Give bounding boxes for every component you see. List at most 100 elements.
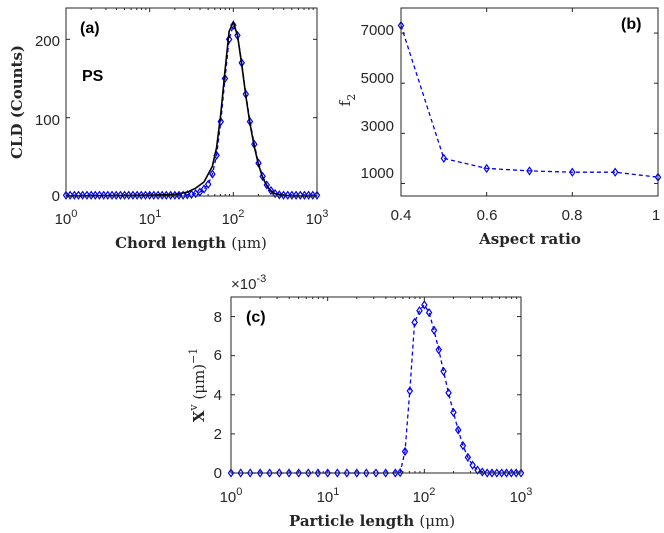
panel-c-point-24 — [425, 307, 433, 318]
panel-c-point-31 — [459, 440, 467, 451]
panel-a-point-1 — [66, 190, 74, 200]
panel-b-ticks — [400, 8, 659, 196]
panel-c-exponent: ×10-3 — [231, 273, 266, 293]
panel-a-point-14 — [121, 190, 128, 200]
panel-c-ytick-2: 2 — [214, 426, 222, 443]
panel-c-ytick-4: 4 — [214, 387, 222, 404]
panel-a-xlabel: Chord length (μm) — [115, 234, 267, 252]
panel-a-marks — [62, 19, 321, 200]
panel-c-point-30 — [454, 425, 462, 435]
panel-c-point-12 — [343, 468, 351, 478]
panel-c-label: (c) — [246, 309, 266, 326]
panel-a-point-37 — [217, 116, 225, 127]
panel-a-point-59 — [309, 190, 317, 200]
panel-b-point-4 — [569, 167, 576, 177]
panel-c-point-36 — [483, 468, 491, 478]
panel-c-point-0 — [227, 468, 235, 478]
panel-b-xtick-0.8: 0.8 — [562, 207, 583, 224]
panel-c-point-22 — [416, 306, 423, 316]
panel-a-point-35 — [209, 169, 216, 179]
panel-c-xlabel: Particle length (μm) — [289, 512, 455, 530]
panel-b-frame — [400, 7, 659, 197]
panel-c-point-42 — [512, 468, 520, 478]
panel-a-ytick-0: 0 — [52, 188, 60, 205]
panel-a-series-line — [66, 23, 317, 196]
panel-c-point-37 — [488, 468, 496, 478]
panel-c-ytick-6: 6 — [214, 347, 222, 364]
panel-b-marks — [397, 20, 662, 182]
panel-a-point-0 — [62, 190, 70, 200]
panel-a-point-54 — [288, 190, 296, 200]
panel-a-point-19 — [142, 190, 149, 200]
panel-a-point-39 — [225, 34, 233, 44]
panel-a-point-58 — [305, 190, 312, 200]
panel-a-point-15 — [125, 190, 132, 200]
panel-b: (b) 0.4 0.6 0.8 1 1000 3000 5000 7000 As… — [336, 7, 662, 248]
panel-a-point-47 — [259, 171, 266, 182]
panel-c-point-4 — [266, 468, 273, 478]
panel-a-frame — [65, 7, 318, 197]
panel-a-point-55 — [292, 190, 300, 200]
panel-b-label: (b) — [621, 16, 641, 33]
panel-c-point-21 — [411, 317, 418, 328]
panel-a-ytick-100: 100 — [35, 112, 60, 129]
panel-a-point-34 — [204, 179, 212, 189]
panel-a-point-13 — [117, 190, 124, 200]
panel-a-point-5 — [83, 190, 91, 200]
panel-a-ylabel: CLD (Counts) — [8, 45, 26, 159]
panel-c-point-19 — [401, 446, 409, 457]
panel-c-point-20 — [406, 386, 414, 396]
panel-c-point-41 — [508, 468, 515, 478]
panel-a-point-60 — [313, 190, 321, 200]
panel-b-xtick-0.4: 0.4 — [391, 207, 412, 224]
panel-a-point-53 — [284, 190, 291, 200]
panel-c-xtick-100: 102 — [413, 486, 436, 506]
panel-c-point-11 — [334, 468, 341, 478]
panel-c-xtick-1000: 103 — [510, 486, 533, 506]
panel-a-point-57 — [301, 190, 308, 200]
panel-c-ytick-8: 8 — [214, 309, 222, 326]
panel-b-point-2 — [483, 163, 490, 174]
panel-c-point-16 — [382, 468, 389, 478]
panel-c-point-23 — [421, 300, 428, 310]
panel-c-frame — [230, 296, 522, 474]
panel-b-ytick-3000: 3000 — [361, 118, 394, 135]
panel-a-xtick-1000: 103 — [306, 208, 329, 228]
panel-a-point-18 — [138, 190, 145, 200]
panel-c-ytick-0: 0 — [214, 465, 222, 482]
panel-c-point-26 — [435, 345, 443, 355]
panel-a-xtick-100: 102 — [222, 208, 245, 228]
panel-c-point-29 — [450, 407, 457, 418]
panel-c-marks — [227, 300, 525, 478]
panel-a-point-11 — [108, 190, 116, 200]
panel-c-point-5 — [276, 468, 283, 478]
panel-b-series-line — [400, 25, 659, 178]
panel-b-point-3 — [526, 166, 533, 176]
panel-a-label: (a) — [80, 20, 100, 37]
panel-c-point-15 — [372, 468, 380, 478]
panel-b-point-1 — [440, 153, 448, 164]
panel-a-point-8 — [96, 190, 103, 200]
panel-c-point-1 — [237, 468, 244, 478]
panel-b-ytick-7000: 7000 — [361, 22, 394, 39]
panel-c-point-32 — [464, 452, 472, 463]
panel-b-ylabel: f2 — [336, 94, 358, 107]
panel-b-ytick-5000: 5000 — [361, 70, 394, 87]
panel-a-point-52 — [280, 190, 287, 200]
panel-c: ×10-3 (c) 100 101 102 103 0 2 4 6 8 Part… — [187, 273, 532, 530]
panel-b-point-5 — [611, 167, 619, 177]
panel-c-ticks — [230, 297, 522, 474]
panel-c-point-25 — [430, 325, 438, 335]
panel-a-point-33 — [200, 184, 208, 194]
panel-c-xtick-1: 100 — [220, 486, 243, 506]
panel-c-point-17 — [392, 468, 399, 478]
panel-a-point-3 — [75, 190, 82, 200]
panel-a-point-17 — [133, 190, 141, 200]
panel-b-xtick-1: 1 — [652, 207, 660, 224]
panel-a-point-38 — [221, 73, 229, 84]
panel-a: (a) PS 100 101 102 103 0 100 200 Chord l… — [8, 7, 329, 252]
panel-c-point-28 — [445, 388, 452, 398]
panel-c-point-9 — [314, 468, 322, 478]
panel-c-point-27 — [440, 366, 447, 376]
